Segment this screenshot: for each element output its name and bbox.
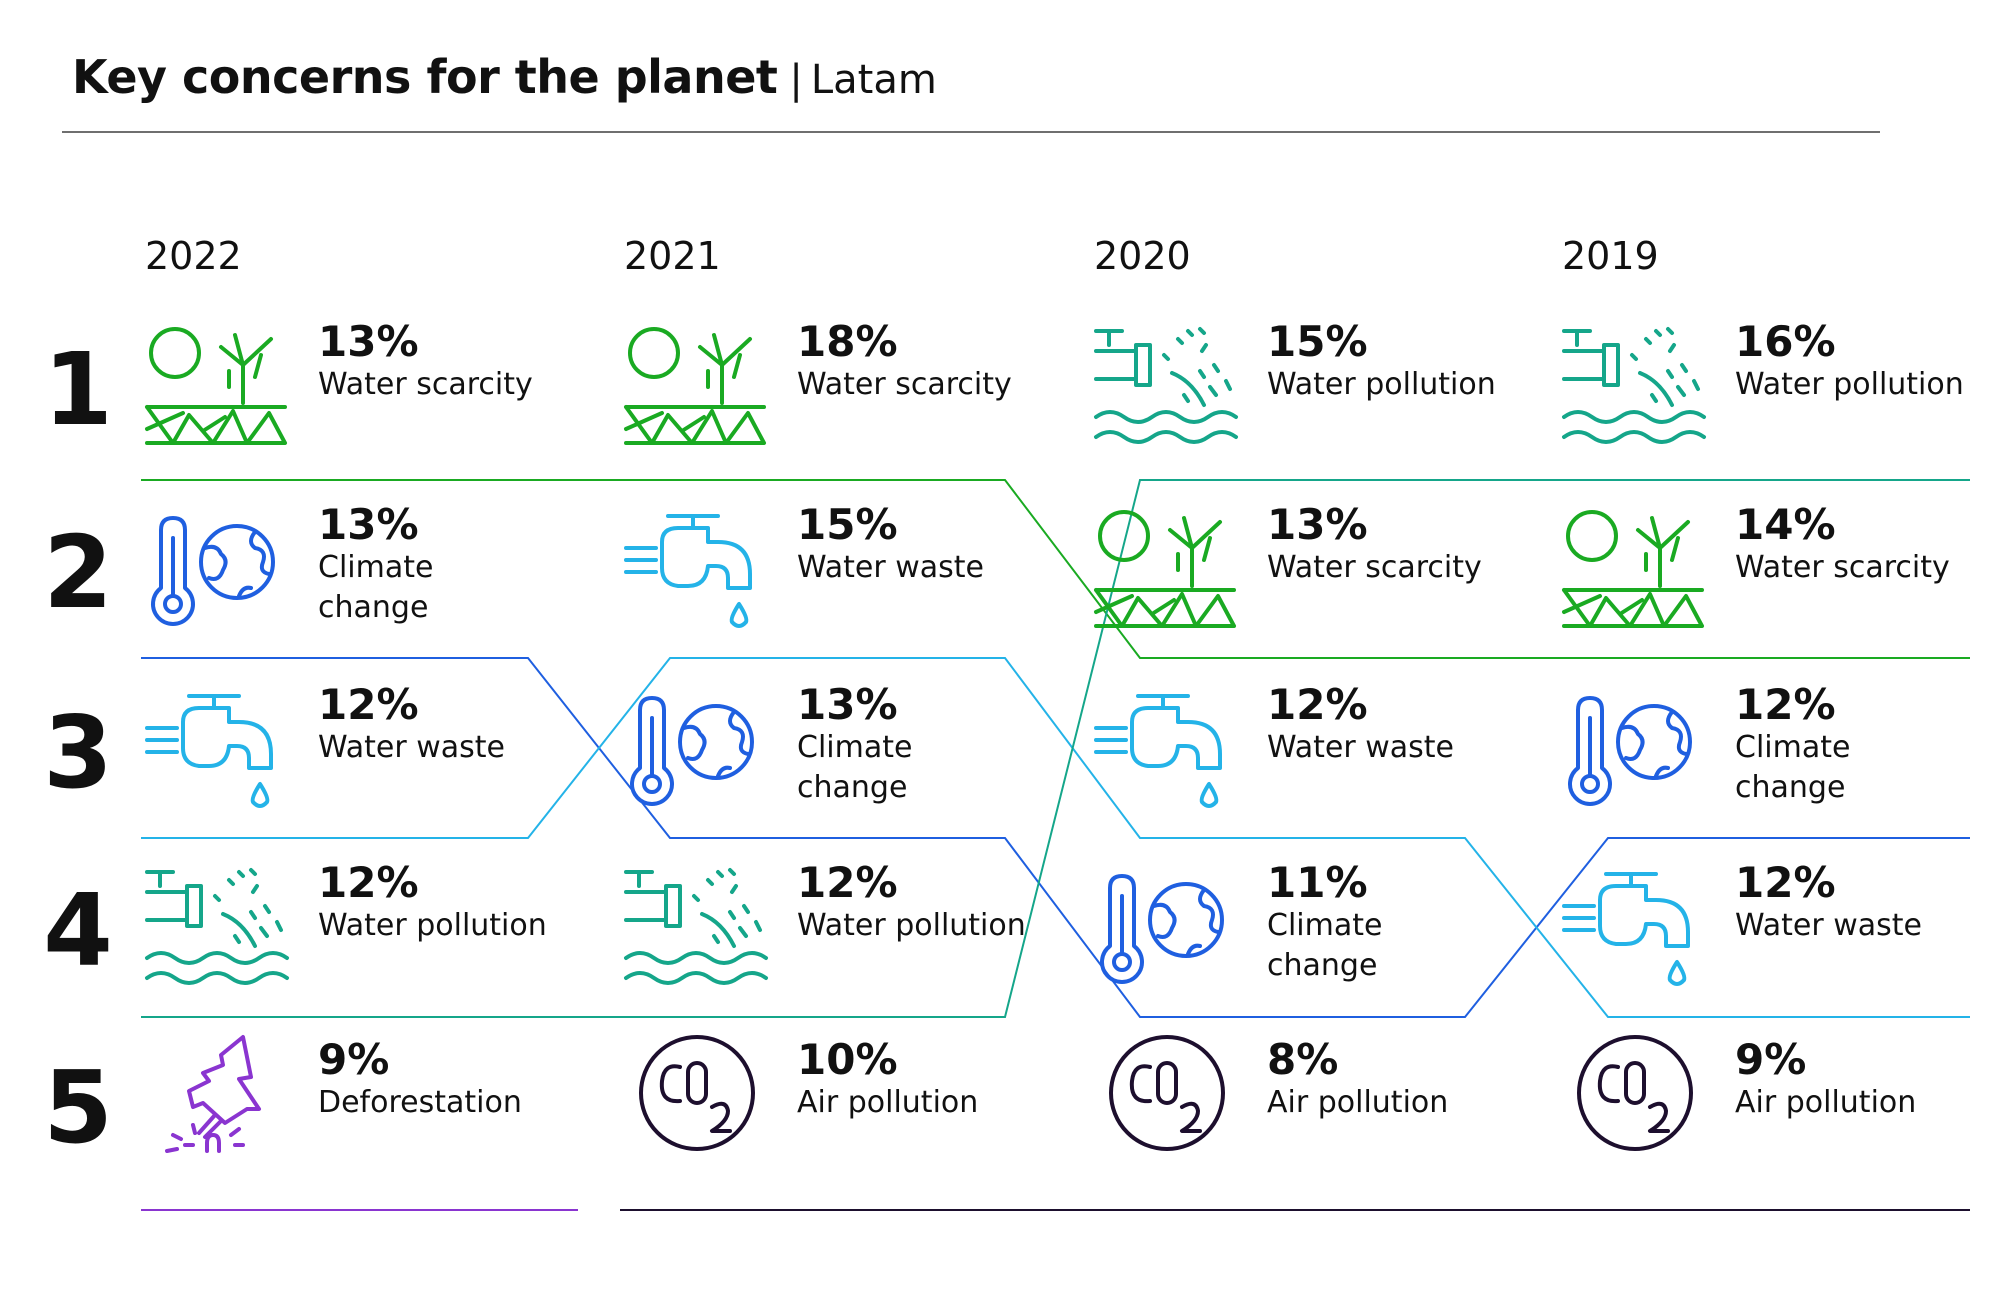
concern-percentage: 9% bbox=[318, 1035, 390, 1084]
concern-item: 9% Air pollution bbox=[1735, 1037, 1965, 1123]
concern-percentage: 14% bbox=[1735, 500, 1836, 549]
water-waste-icon bbox=[1092, 688, 1242, 812]
concern-label: Deforestation bbox=[318, 1085, 522, 1120]
year-header-2020: 2020 bbox=[1094, 234, 1191, 278]
concern-percentage: 15% bbox=[797, 500, 898, 549]
concern-percentage: 10% bbox=[797, 1035, 898, 1084]
climate-change-icon bbox=[1092, 866, 1242, 990]
water-scarcity-icon bbox=[143, 325, 293, 449]
concern-label: Climate change bbox=[1267, 908, 1383, 983]
concern-percentage: 12% bbox=[797, 858, 898, 907]
concern-label: Water waste bbox=[1735, 908, 1922, 943]
water-waste-icon bbox=[622, 508, 772, 632]
concern-label: Air pollution bbox=[1735, 1085, 1917, 1120]
concern-label: Air pollution bbox=[797, 1085, 979, 1120]
co2-icon bbox=[1092, 1033, 1242, 1157]
concern-item: 15% Water pollution bbox=[1267, 319, 1497, 405]
year-header-2021: 2021 bbox=[624, 234, 721, 278]
concern-label: Water scarcity bbox=[1735, 550, 1950, 585]
climate-change-icon bbox=[1560, 688, 1710, 812]
connector-line-water-pollution bbox=[141, 479, 1970, 1018]
climate-change-icon bbox=[143, 508, 293, 632]
concern-percentage: 8% bbox=[1267, 1035, 1339, 1084]
concern-item: 13% Water scarcity bbox=[1267, 502, 1497, 588]
water-pollution-icon bbox=[1560, 325, 1710, 449]
climate-change-icon bbox=[622, 688, 772, 812]
concern-percentage: 12% bbox=[1735, 680, 1836, 729]
concern-item: 9% Deforestation bbox=[318, 1037, 548, 1123]
connector-line-water-scarcity bbox=[141, 479, 1970, 659]
water-scarcity-icon bbox=[1560, 508, 1710, 632]
concern-label: Climate change bbox=[797, 730, 913, 805]
year-header-2019: 2019 bbox=[1562, 234, 1659, 278]
concern-label: Water pollution bbox=[1735, 367, 1964, 402]
concern-percentage: 11% bbox=[1267, 858, 1368, 907]
concern-item: 11% Climate change bbox=[1267, 860, 1497, 986]
concern-percentage: 16% bbox=[1735, 317, 1836, 366]
year-header-2022: 2022 bbox=[145, 234, 242, 278]
concern-item: 18% Water scarcity bbox=[797, 319, 1027, 405]
deforestation-icon bbox=[143, 1033, 293, 1157]
concern-item: 13% Water scarcity bbox=[318, 319, 548, 405]
concern-item: 12% Water waste bbox=[1267, 682, 1497, 768]
chart-title: Key concerns for the planet bbox=[72, 50, 778, 104]
concern-percentage: 12% bbox=[318, 858, 419, 907]
concern-label: Climate change bbox=[1735, 730, 1851, 805]
concern-label: Climate change bbox=[318, 550, 434, 625]
concern-label: Air pollution bbox=[1267, 1085, 1449, 1120]
co2-icon bbox=[622, 1033, 772, 1157]
concern-percentage: 12% bbox=[318, 680, 419, 729]
water-pollution-icon bbox=[1092, 325, 1242, 449]
title-separator: | bbox=[789, 57, 803, 103]
concern-item: 14% Water scarcity bbox=[1735, 502, 1965, 588]
concern-percentage: 18% bbox=[797, 317, 898, 366]
concern-label: Water scarcity bbox=[1267, 550, 1482, 585]
concern-label: Water pollution bbox=[318, 908, 547, 943]
concern-percentage: 13% bbox=[318, 500, 419, 549]
water-pollution-icon bbox=[143, 866, 293, 990]
water-waste-icon bbox=[143, 688, 293, 812]
rank-number: 3 bbox=[43, 694, 113, 811]
rank-number: 4 bbox=[43, 872, 113, 989]
concern-item: 10% Air pollution bbox=[797, 1037, 1027, 1123]
concern-item: 15% Water waste bbox=[797, 502, 1027, 588]
concern-item: 8% Air pollution bbox=[1267, 1037, 1497, 1123]
concern-percentage: 12% bbox=[1267, 680, 1368, 729]
concern-percentage: 12% bbox=[1735, 858, 1836, 907]
concern-item: 12% Water pollution bbox=[318, 860, 548, 946]
water-scarcity-icon bbox=[622, 325, 772, 449]
concern-item: 16% Water pollution bbox=[1735, 319, 1965, 405]
concern-label: Water pollution bbox=[797, 908, 1026, 943]
co2-icon bbox=[1560, 1033, 1710, 1157]
concern-label: Water waste bbox=[318, 730, 505, 765]
concern-item: 12% Water waste bbox=[318, 682, 548, 768]
concern-label: Water scarcity bbox=[797, 367, 1012, 402]
concern-item: 13% Climate change bbox=[318, 502, 548, 628]
concern-percentage: 13% bbox=[1267, 500, 1368, 549]
water-waste-icon bbox=[1560, 866, 1710, 990]
concern-percentage: 13% bbox=[797, 680, 898, 729]
concern-item: 12% Water waste bbox=[1735, 860, 1965, 946]
concern-label: Water waste bbox=[797, 550, 984, 585]
connector-line-climate-change bbox=[141, 657, 1970, 1018]
chart-header: Key concerns for the planet | Latam bbox=[72, 50, 937, 104]
header-rule bbox=[62, 131, 1880, 133]
water-pollution-icon bbox=[622, 866, 772, 990]
concern-item: 13% Climate change bbox=[797, 682, 1027, 808]
rank-number: 1 bbox=[43, 331, 113, 448]
concern-label: Water pollution bbox=[1267, 367, 1496, 402]
concern-item: 12% Water pollution bbox=[797, 860, 1027, 946]
chart-subtitle: Latam bbox=[810, 57, 937, 103]
concern-percentage: 9% bbox=[1735, 1035, 1807, 1084]
concern-label: Water scarcity bbox=[318, 367, 533, 402]
concern-percentage: 13% bbox=[318, 317, 419, 366]
concern-item: 12% Climate change bbox=[1735, 682, 1965, 808]
concern-percentage: 15% bbox=[1267, 317, 1368, 366]
concern-label: Water waste bbox=[1267, 730, 1454, 765]
rank-number: 2 bbox=[43, 514, 113, 631]
rank-number: 5 bbox=[43, 1049, 113, 1166]
water-scarcity-icon bbox=[1092, 508, 1242, 632]
